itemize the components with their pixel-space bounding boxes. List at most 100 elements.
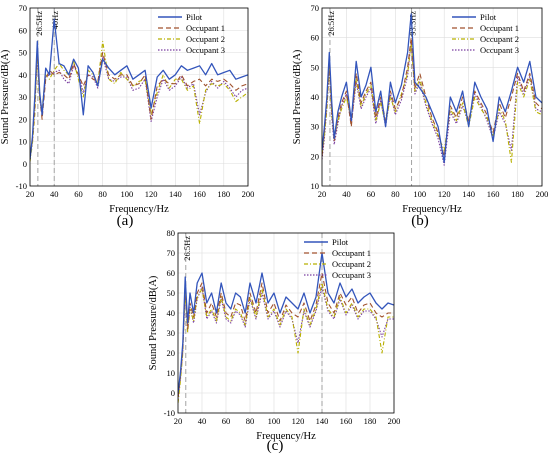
y-tick-label: 10 xyxy=(311,181,320,191)
legend-label-pilot: Pilot xyxy=(332,237,349,247)
chart-panel-b: 10 20 30 40 50 60 70 20 40 60 80 100 120 140 160 180 200… xyxy=(280,0,550,230)
caption-a: (a) xyxy=(116,213,134,229)
x-axis-label: Frequency/Hz xyxy=(256,431,316,442)
x-tick-label: 60 xyxy=(222,416,231,426)
x-tick-label: 160 xyxy=(340,416,353,426)
legend-label-occupant1: Occupant 1 xyxy=(332,248,371,258)
y-tick-label: 60 xyxy=(19,25,28,35)
x-tick-label: 40 xyxy=(50,189,59,199)
series-line-occupant2 xyxy=(178,282,394,404)
caption-b: (b) xyxy=(411,213,429,229)
x-tick-label: 120 xyxy=(438,189,451,199)
x-tick-label: 80 xyxy=(98,189,107,199)
y-tick-label: 20 xyxy=(19,114,28,124)
legend-label-occupant3: Occupant 3 xyxy=(480,45,519,55)
y-tick-label: 60 xyxy=(167,268,176,278)
x-tick-label: 180 xyxy=(217,189,230,199)
x-tick-label: 140 xyxy=(316,416,329,426)
x-tick-label: 20 xyxy=(174,416,183,426)
series-line-pilot xyxy=(30,18,248,160)
marker-label: 26.5Hz xyxy=(34,11,44,36)
axes-frame xyxy=(177,232,395,414)
series-line-occupant3 xyxy=(30,56,248,160)
marker-label: 40Hz xyxy=(50,11,60,30)
x-tick-label: 40 xyxy=(198,416,207,426)
y-tick-label: 70 xyxy=(311,3,320,13)
legend-label-pilot: Pilot xyxy=(186,12,203,22)
x-tick-label: 160 xyxy=(193,189,206,199)
marker-label: 26.5Hz xyxy=(182,236,192,261)
legend-label-occupant1: Occupant 1 xyxy=(480,23,519,33)
y-axis-label: Sound Pressure/dB(A) xyxy=(0,49,11,144)
x-tick-label: 40 xyxy=(342,189,351,199)
y-tick-label: 10 xyxy=(19,137,28,147)
y-tick-label: 20 xyxy=(167,348,176,358)
legend-label-pilot: Pilot xyxy=(480,12,497,22)
y-tick-label: 70 xyxy=(19,3,28,13)
x-tick-label: 160 xyxy=(487,189,500,199)
plot-area xyxy=(178,233,394,413)
x-tick-label: 100 xyxy=(413,189,426,199)
y-tick-label: 40 xyxy=(167,308,176,318)
x-tick-label: 120 xyxy=(145,189,158,199)
y-tick-label: 30 xyxy=(311,122,320,132)
chart-panel-c: -10 0 10 20 30 40 50 60 70 80 20 40 60 80 100 120 140 160… xyxy=(140,228,410,460)
y-tick-label: 60 xyxy=(311,33,320,43)
legend-label-occupant2: Occupant 2 xyxy=(332,259,371,269)
legend-label-occupant3: Occupant 3 xyxy=(186,45,225,55)
y-axis-label: Sound Pressure/dB(A) xyxy=(292,49,303,144)
x-axis-label: Frequency/Hz xyxy=(109,204,169,215)
x-tick-label: 140 xyxy=(462,189,475,199)
series-line-occupant1 xyxy=(30,47,248,158)
legend-label-occupant2: Occupant 2 xyxy=(480,34,519,44)
y-axis-label: Sound Pressure/dB(A) xyxy=(148,275,159,370)
y-tick-label: -10 xyxy=(16,181,27,191)
x-tick-label: 80 xyxy=(391,189,400,199)
series-line-pilot xyxy=(322,13,542,163)
x-tick-label: 180 xyxy=(511,189,524,199)
marker-label: 93.3Hz xyxy=(408,11,418,36)
y-tick-label: -10 xyxy=(164,408,175,418)
y-tick-label: 30 xyxy=(19,92,28,102)
axes-frame xyxy=(29,7,249,187)
series-line-occupant3 xyxy=(178,286,394,400)
y-tick-label: 0 xyxy=(23,159,27,169)
x-tick-label: 100 xyxy=(268,416,281,426)
y-tick-label: 80 xyxy=(167,228,176,238)
series-line-occupant1 xyxy=(178,272,394,398)
x-tick-label: 200 xyxy=(242,189,255,199)
legend-label-occupant2: Occupant 2 xyxy=(186,34,225,44)
marker-label: 26.5Hz xyxy=(326,11,336,36)
y-tick-label: 0 xyxy=(171,388,175,398)
axes-frame xyxy=(321,7,543,187)
chart-a: -10 0 10 20 30 40 50 60 70 20 40 60 80 100 120 140 160 18… xyxy=(0,3,255,215)
chart-panel-a: -10 0 10 20 30 40 50 60 70 20 40 60 80 100 120 140 160 18… xyxy=(0,0,280,230)
y-tick-label: 50 xyxy=(167,288,176,298)
x-tick-label: 100 xyxy=(121,189,134,199)
x-tick-label: 200 xyxy=(388,416,401,426)
series-line-occupant2 xyxy=(30,40,248,162)
y-tick-label: 50 xyxy=(311,62,320,72)
y-tick-label: 70 xyxy=(167,248,176,258)
y-tick-label: 20 xyxy=(311,151,320,161)
x-tick-label: 20 xyxy=(318,189,327,199)
caption-c: (c) xyxy=(266,438,284,454)
x-axis-label: Frequency/Hz xyxy=(402,204,462,215)
x-tick-label: 20 xyxy=(26,189,35,199)
y-tick-label: 40 xyxy=(311,92,320,102)
y-tick-label: 30 xyxy=(167,328,176,338)
x-tick-label: 120 xyxy=(292,416,305,426)
x-tick-label: 60 xyxy=(74,189,83,199)
y-tick-label: 40 xyxy=(19,70,28,80)
x-tick-label: 200 xyxy=(536,189,549,199)
chart-c: -10 0 10 20 30 40 50 60 70 80 20 40 60 80 100 120 140 160… xyxy=(148,228,401,442)
x-tick-label: 180 xyxy=(364,416,377,426)
series-line-pilot xyxy=(178,252,394,394)
legend-label-occupant3: Occupant 3 xyxy=(332,270,371,280)
series-line-occupant2 xyxy=(322,43,542,163)
y-tick-label: 10 xyxy=(167,368,176,378)
legend-label-occupant1: Occupant 1 xyxy=(186,23,225,33)
x-tick-label: 80 xyxy=(246,416,255,426)
x-tick-label: 60 xyxy=(367,189,376,199)
